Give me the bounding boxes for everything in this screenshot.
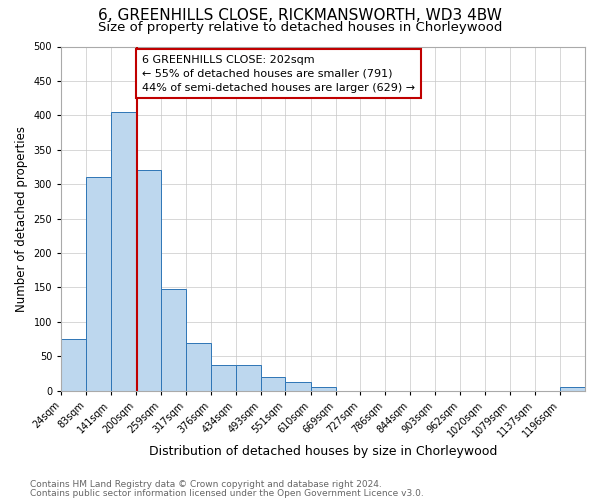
Bar [311,386,335,391]
Bar [136,170,161,391]
Text: 6, GREENHILLS CLOSE, RICKMANSWORTH, WD3 4BW: 6, GREENHILLS CLOSE, RICKMANSWORTH, WD3 … [98,8,502,22]
Bar [261,377,286,391]
Text: 6 GREENHILLS CLOSE: 202sqm
← 55% of detached houses are smaller (791)
44% of sem: 6 GREENHILLS CLOSE: 202sqm ← 55% of deta… [142,55,415,93]
Bar [236,366,261,391]
Text: Size of property relative to detached houses in Chorleywood: Size of property relative to detached ho… [98,21,502,34]
Bar [211,366,236,391]
Bar [286,382,311,391]
Bar [61,339,86,391]
Bar [161,289,186,391]
X-axis label: Distribution of detached houses by size in Chorleywood: Distribution of detached houses by size … [149,444,497,458]
Bar [560,388,585,391]
Bar [111,112,136,391]
Text: Contains public sector information licensed under the Open Government Licence v3: Contains public sector information licen… [30,488,424,498]
Bar [186,342,211,391]
Text: Contains HM Land Registry data © Crown copyright and database right 2024.: Contains HM Land Registry data © Crown c… [30,480,382,489]
Bar [86,178,111,391]
Y-axis label: Number of detached properties: Number of detached properties [15,126,28,312]
